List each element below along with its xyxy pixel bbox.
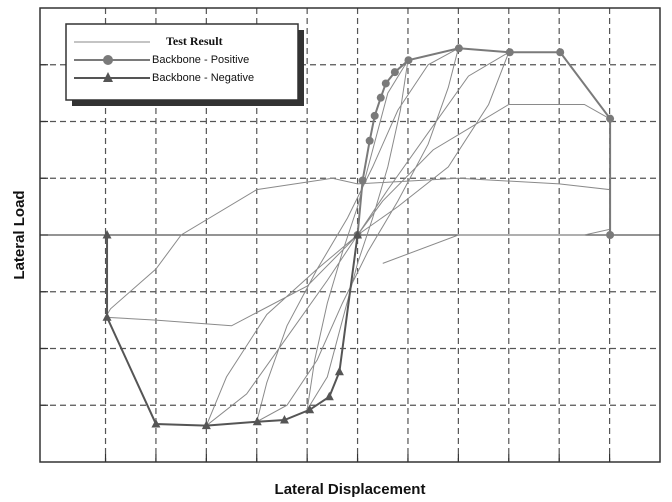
data-point [381, 79, 390, 88]
data-point [606, 231, 615, 239]
data-point [201, 420, 211, 430]
data-point [376, 93, 385, 102]
data-point [505, 48, 514, 57]
legend: Test Result Backbone - Positive Backbone -… [65, 23, 304, 106]
data-point [324, 391, 334, 401]
data-point [151, 418, 161, 428]
data-point [454, 44, 463, 53]
data-point [305, 404, 315, 414]
legend-label: Test Result [166, 34, 223, 48]
data-point [365, 136, 374, 145]
series-line [356, 47, 612, 236]
data-point [390, 68, 399, 77]
legend-marker [103, 55, 113, 65]
data-point [334, 366, 344, 376]
data-point [358, 176, 367, 185]
legend-label: Backbone - Positive [152, 54, 249, 66]
data-point [370, 111, 379, 120]
data-point [279, 415, 289, 424]
data-point [606, 114, 615, 123]
plot-frame [39, 7, 661, 463]
series-line [106, 234, 359, 427]
legend-label: Backbone - Negative [152, 72, 254, 84]
data-point [353, 230, 363, 239]
y-axis-label: Lateral Load [11, 190, 28, 279]
legend-marker [103, 72, 113, 82]
data-point [252, 416, 262, 426]
x-axis-label: Lateral Displacement [275, 481, 426, 498]
data-point [556, 48, 565, 57]
data-point [404, 56, 413, 65]
data-point [102, 230, 112, 239]
data-point [102, 312, 112, 321]
